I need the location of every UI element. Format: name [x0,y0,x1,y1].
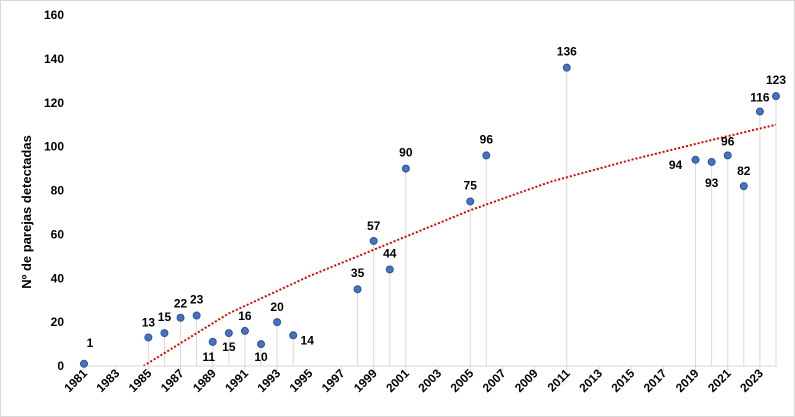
data-label: 123 [766,73,786,87]
data-point [208,337,217,346]
data-label: 96 [721,134,735,148]
data-label: 11 [202,350,215,364]
data-label: 23 [190,293,204,307]
y-tick-label: 140 [44,52,64,66]
x-tick-label: 1981 [61,366,90,395]
y-axis-ticks: 0 20 40 60 80 100 120 140 160 [44,8,64,373]
data-point [691,155,700,164]
data-point [176,313,185,322]
x-tick-label: 2017 [641,366,670,395]
trendline-group [142,123,777,367]
x-tick-label: 2021 [705,366,734,395]
x-tick-label: 2003 [415,366,444,395]
data-label: 20 [270,300,284,314]
data-point [723,151,732,160]
data-point [80,359,88,368]
x-tick-label: 2019 [673,366,702,395]
data-label: 136 [557,45,577,59]
data-point [401,164,410,173]
x-tick-label: 1983 [94,366,123,395]
data-label: 15 [158,310,172,324]
data-point [772,92,780,101]
data-point [369,236,378,245]
data-label: 1 [87,336,94,350]
data-point [466,197,475,206]
x-tick-label: 1997 [319,366,348,395]
y-axis-title: Nº de parejas detectadas [19,135,34,289]
data-label: 44 [383,246,397,260]
data-label: 94 [669,158,683,172]
y-tick-label: 40 [51,271,65,285]
data-markers [80,63,780,368]
x-tick-label: 1995 [287,366,316,395]
data-point [739,182,748,191]
data-point [224,329,233,338]
x-tick-label: 1991 [222,366,251,395]
y-tick-label: 160 [44,8,64,22]
data-point [353,285,362,294]
x-tick-label: 2015 [609,366,638,395]
y-tick-label: 120 [44,96,64,110]
x-tick-label: 2007 [480,366,509,395]
data-label: 57 [367,219,381,233]
data-label: 13 [142,315,156,329]
data-label: 16 [238,309,252,323]
y-tick-label: 20 [51,315,65,329]
x-tick-label: 1987 [158,366,187,395]
data-point [240,326,249,335]
x-tick-label: 2005 [448,366,477,395]
data-label: 15 [222,340,236,354]
y-tick-label: 100 [44,140,64,154]
data-point [289,331,298,340]
x-tick-label: 1999 [351,366,380,395]
x-tick-label: 2013 [576,366,605,395]
x-tick-label: 1989 [190,366,219,395]
data-label: 75 [464,178,478,192]
x-tick-label: 1993 [254,366,283,395]
y-tick-label: 0 [57,359,64,373]
data-label: 90 [399,146,413,160]
data-label: 22 [174,297,188,311]
drop-lines [83,67,777,366]
x-tick-label: 1985 [126,366,155,395]
x-tick-label: 2011 [545,366,574,395]
data-label: 14 [301,333,315,347]
x-tick-label: 2001 [383,366,412,395]
x-tick-label: 2023 [737,366,766,395]
data-label: 116 [750,91,770,105]
data-point [273,318,282,327]
data-label: 82 [737,164,751,178]
data-point [192,311,201,320]
data-point [755,107,764,116]
data-point [482,151,491,160]
data-point [257,340,266,349]
data-label: 96 [480,132,494,146]
data-point [707,157,716,166]
data-point [160,329,169,338]
data-label: 10 [254,350,268,364]
x-tick-label: 2009 [512,366,541,395]
y-tick-label: 60 [51,227,65,241]
data-point [562,63,571,72]
y-tick-label: 80 [51,184,65,198]
data-label: 93 [705,176,719,190]
data-label: 35 [351,266,365,280]
data-point [385,265,394,274]
y-axis-title-group: Nº de parejas detectadas [19,135,34,289]
x-axis-ticks: 1981 1983 1985 1987 1989 1991 1993 1995 1997 1999… [61,366,766,395]
data-point [144,333,153,342]
trendline [142,123,777,367]
